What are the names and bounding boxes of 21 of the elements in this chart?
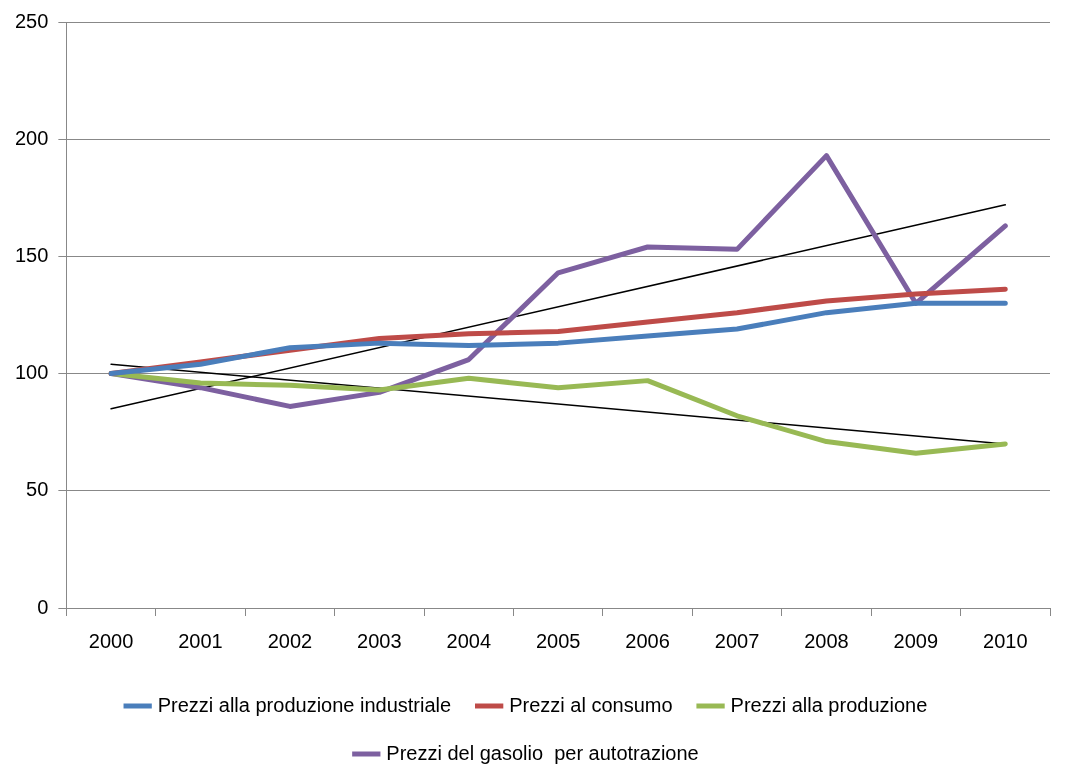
- y-tick-label: 200: [14, 126, 49, 149]
- legend-label: Prezzi alla produzione industriale: [157, 693, 452, 716]
- x-tick-label: 2003: [357, 629, 402, 652]
- y-tick-label: 50: [26, 478, 49, 501]
- y-tick-label: 150: [14, 243, 49, 266]
- x-tick-label: 2006: [625, 629, 670, 652]
- legend-label: Prezzi del gasolio per autotrazione: [386, 741, 699, 764]
- x-tick-label: 2009: [893, 629, 939, 652]
- y-tick-label: 100: [14, 361, 49, 384]
- x-tick-label: 2008: [804, 629, 849, 652]
- x-tick-label: 2005: [535, 629, 581, 652]
- y-tick-label: 250: [14, 9, 49, 32]
- x-tick-label: 2001: [178, 629, 223, 652]
- x-tick-label: 2000: [88, 629, 134, 652]
- legend-label: Prezzi alla produzione: [730, 693, 928, 716]
- x-tick-label: 2007: [714, 629, 760, 652]
- x-tick-label: 2002: [267, 629, 313, 652]
- y-tick-label: 0: [37, 595, 49, 618]
- legend-label: Prezzi al consumo: [509, 693, 673, 716]
- x-tick-label: 2004: [446, 629, 492, 652]
- x-tick-label: 2010: [983, 629, 1028, 652]
